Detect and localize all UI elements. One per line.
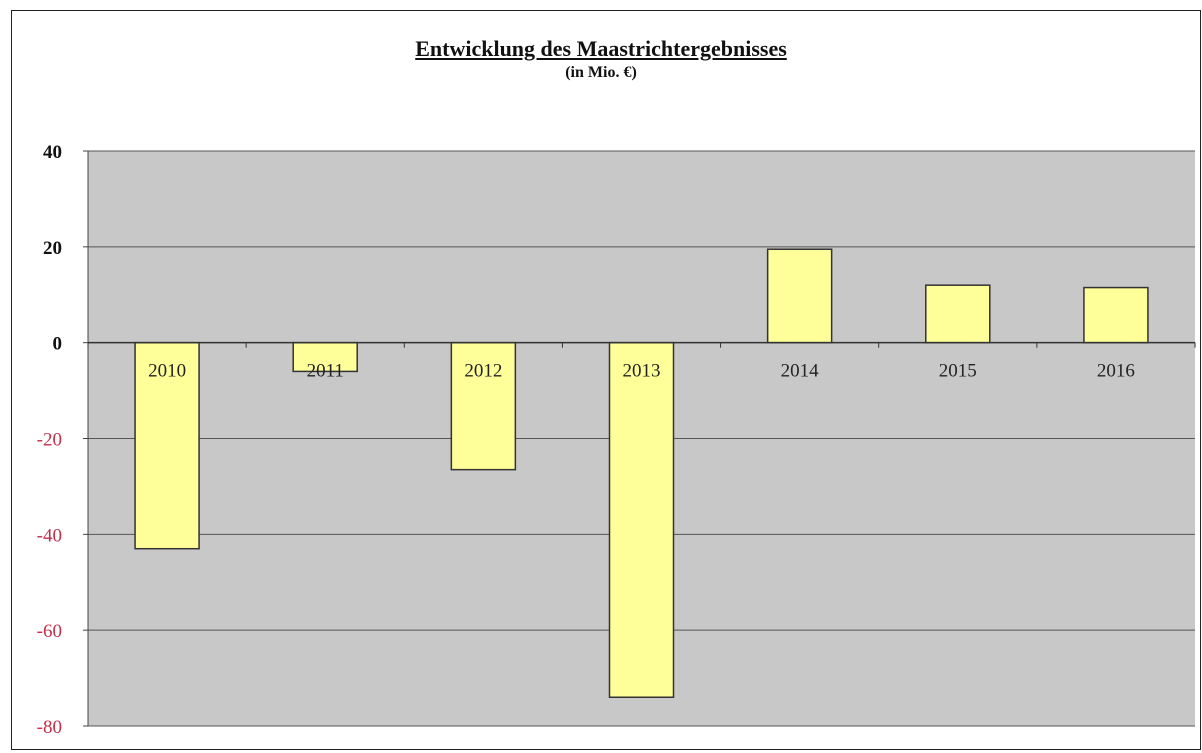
bar-2013 <box>608 341 675 698</box>
chart-subtitle: (in Mio. €) <box>565 64 637 81</box>
y-axis-ticks: 40 20 0 -20 -40 -60 -80 <box>37 142 88 738</box>
bar-2014 <box>766 248 833 344</box>
bar-2016 <box>1083 286 1149 344</box>
bar-2010 <box>134 341 200 550</box>
y-tick-label: 40 <box>43 142 62 163</box>
category-label: 2012 <box>464 361 502 382</box>
category-label: 2011 <box>307 361 344 382</box>
bar-2015 <box>925 284 991 344</box>
category-labels: 2010 2011 2012 2013 2014 2015 2016 <box>148 361 1135 382</box>
y-tick-label: -80 <box>37 717 62 738</box>
category-label: 2015 <box>939 361 977 382</box>
y-tick-label: 20 <box>43 238 62 259</box>
y-tick-label: -60 <box>37 621 62 642</box>
category-label: 2010 <box>148 361 186 382</box>
category-label: 2014 <box>781 361 820 382</box>
category-label: 2016 <box>1097 361 1135 382</box>
chart-title: Entwicklung des Maastrichtergebnisses <box>415 36 787 61</box>
zero-axis <box>87 341 1196 348</box>
category-label: 2013 <box>623 361 661 382</box>
y-tick-label: 0 <box>53 334 63 355</box>
bars <box>134 248 1149 698</box>
y-tick-label: -40 <box>37 525 62 546</box>
bar-2012 <box>450 341 517 471</box>
y-tick-label: -20 <box>37 430 62 451</box>
bar-2011 <box>292 341 358 373</box>
